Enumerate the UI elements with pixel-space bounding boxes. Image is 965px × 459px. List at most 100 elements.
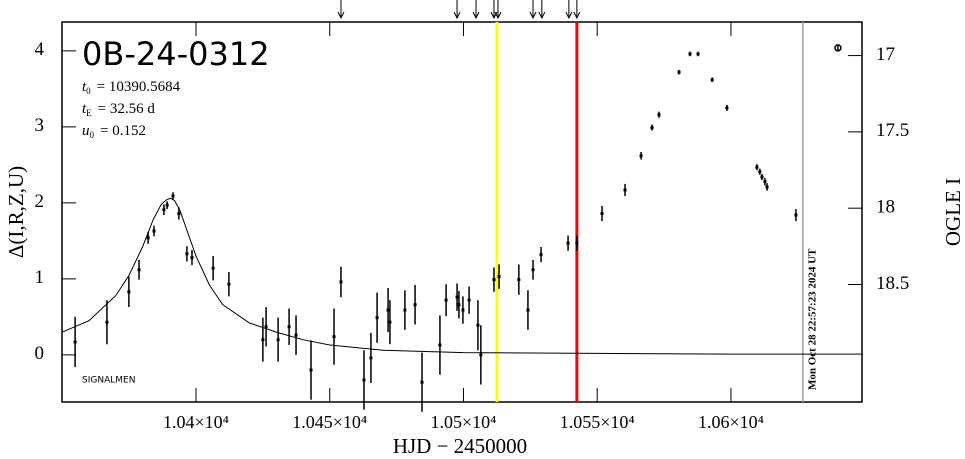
data-point xyxy=(444,298,448,302)
x-axis-label: HJD − 2450000 xyxy=(393,434,527,458)
data-point xyxy=(526,308,530,312)
data-point xyxy=(386,308,390,312)
data-point xyxy=(165,203,169,207)
model-curve xyxy=(62,197,862,355)
arrow xyxy=(573,0,581,20)
y-axis-label: Δ(I,R,Z,U) xyxy=(4,166,28,258)
x-tick-label: 1.04×10⁴ xyxy=(163,412,229,432)
data-point xyxy=(227,282,231,286)
x-tick-label: 1.055×10⁴ xyxy=(560,412,635,432)
param-value: = 32.56 d xyxy=(98,101,156,117)
data-point xyxy=(185,252,189,256)
data-point xyxy=(765,185,769,189)
data-point xyxy=(600,212,604,216)
data-point xyxy=(539,253,543,257)
data-point xyxy=(455,295,459,299)
data-point xyxy=(137,268,141,272)
data-point xyxy=(171,194,175,198)
data-point xyxy=(261,338,265,342)
data-point xyxy=(146,236,150,240)
data-point xyxy=(657,113,661,117)
arrow xyxy=(490,0,498,20)
data-point xyxy=(696,52,700,56)
arrow xyxy=(494,0,502,20)
x-tick-label: 1.05×10⁴ xyxy=(431,412,497,432)
y2-tick-label: 18 xyxy=(876,197,895,218)
data-point xyxy=(461,308,465,312)
data-point xyxy=(834,44,842,52)
y-tick-label: 2 xyxy=(35,191,45,212)
data-point xyxy=(755,165,759,169)
data-point xyxy=(177,212,181,216)
data-point xyxy=(566,241,570,245)
x-tick-label: 1.045×10⁴ xyxy=(292,412,367,432)
x-tick-label: 1.06×10⁴ xyxy=(698,412,764,432)
data-point xyxy=(575,241,579,245)
data-point xyxy=(152,229,156,233)
data-point xyxy=(650,126,654,130)
arrow xyxy=(453,0,461,20)
param-symbol: u xyxy=(82,123,90,139)
param-sub: 0 xyxy=(90,130,95,140)
data-point xyxy=(276,338,280,342)
arrow xyxy=(565,0,573,20)
param-value: = 10390.5684 xyxy=(97,79,181,95)
data-point xyxy=(623,188,627,192)
param-symbol: t xyxy=(82,101,87,117)
data-point xyxy=(492,278,496,282)
data-point xyxy=(467,298,471,302)
arrow xyxy=(337,0,345,20)
param-sub: 0 xyxy=(86,86,91,96)
arrow xyxy=(538,0,546,20)
data-point xyxy=(497,275,501,279)
param-text: u0 = 0.152 xyxy=(82,123,146,140)
y-tick-label: 3 xyxy=(35,115,45,136)
data-point xyxy=(294,333,298,337)
data-point xyxy=(420,380,424,384)
y2-tick-label: 18.5 xyxy=(876,273,909,294)
y2-axis-label: OGLE I xyxy=(941,178,965,246)
data-point xyxy=(517,278,521,282)
data-point xyxy=(362,378,366,382)
data-point xyxy=(287,325,291,329)
param-text: tE = 32.56 d xyxy=(82,101,155,118)
data-point xyxy=(190,256,194,260)
data-point xyxy=(332,335,336,339)
param-sub: E xyxy=(86,108,92,118)
data-point xyxy=(457,303,461,307)
param-value: = 0.152 xyxy=(100,123,146,139)
data-point xyxy=(375,316,379,320)
y-tick-label: 0 xyxy=(35,343,45,364)
data-point xyxy=(211,266,215,270)
data-point xyxy=(162,208,166,212)
y-tick-label: 4 xyxy=(35,39,45,60)
data-point xyxy=(309,368,313,372)
data-point xyxy=(710,78,714,82)
data-point xyxy=(476,323,480,327)
y2-tick-label: 17.5 xyxy=(876,120,909,141)
data-point xyxy=(479,353,483,357)
data-point xyxy=(438,343,442,347)
data-point xyxy=(403,308,407,312)
data-point xyxy=(677,70,681,74)
y2-tick-label: 17 xyxy=(876,44,895,65)
arrow xyxy=(529,0,537,20)
data-point xyxy=(725,106,729,110)
arrow xyxy=(472,0,480,20)
param-symbol: t xyxy=(82,79,87,95)
chart-title: 0B-24-0312 xyxy=(82,35,270,73)
corner-note: SIGNALMEN xyxy=(82,376,135,386)
data-point xyxy=(369,356,373,360)
data-point xyxy=(760,175,764,179)
param-text: t0 = 10390.5684 xyxy=(82,79,181,96)
data-point xyxy=(794,213,798,217)
y-tick-label: 1 xyxy=(35,267,45,288)
data-point xyxy=(127,290,131,294)
plot-frame xyxy=(61,21,863,403)
vertical-line-label: Mon Oct 28 22:57:23 2024 UT xyxy=(806,248,818,390)
data-point xyxy=(639,154,643,158)
data-point xyxy=(264,325,268,329)
data-point xyxy=(388,320,392,324)
data-point xyxy=(758,170,762,174)
data-point xyxy=(73,340,77,344)
